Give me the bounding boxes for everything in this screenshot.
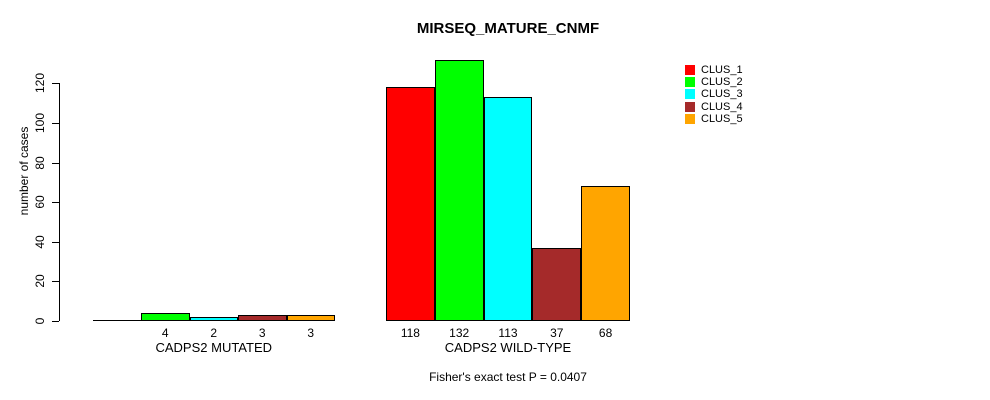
y-tick-label: 40 bbox=[33, 235, 47, 249]
bar-clus_4-mutated bbox=[238, 315, 287, 321]
y-axis-line bbox=[59, 83, 60, 321]
bar-clus_1-wild-type bbox=[386, 87, 435, 321]
bar-value-label: 118 bbox=[400, 326, 420, 340]
legend-swatch-icon bbox=[685, 77, 695, 88]
bar-value-label: 3 bbox=[307, 326, 315, 340]
group-label-mutated: CADPS2 MUTATED bbox=[155, 340, 273, 355]
bar-value-label: 113 bbox=[498, 326, 518, 340]
fisher-test-note: Fisher's exact test P = 0.0407 bbox=[429, 370, 587, 384]
legend-label: CLUS_3 bbox=[701, 88, 743, 101]
y-tick-label: 100 bbox=[33, 112, 47, 134]
bar-value-label: 68 bbox=[598, 326, 613, 340]
bar-clus_3-wild-type bbox=[483, 97, 533, 321]
y-tick-label: 0 bbox=[33, 317, 47, 325]
y-tick bbox=[52, 202, 59, 204]
y-tick bbox=[52, 162, 59, 164]
legend-swatch-icon bbox=[685, 113, 695, 124]
bar-value-label: 132 bbox=[449, 326, 470, 340]
legend-swatch-icon bbox=[685, 65, 695, 75]
bar-value-label: 4 bbox=[161, 326, 169, 340]
bar-clus_2-mutated bbox=[141, 313, 190, 321]
y-tick-label: 120 bbox=[33, 73, 47, 94]
y-tick bbox=[52, 83, 59, 85]
group-label-wild-type: CADPS2 WILD-TYPE bbox=[444, 340, 572, 355]
bar-clus_1-mutated bbox=[92, 320, 141, 321]
y-tick-label: 60 bbox=[33, 195, 47, 209]
bar-clus_3-mutated bbox=[189, 317, 238, 321]
chart-title: MIRSEQ_MATURE_CNMF bbox=[416, 20, 600, 37]
legend-item-clus_3: CLUS_3 bbox=[685, 88, 743, 100]
legend-item-clus_1: CLUS_1 bbox=[685, 64, 743, 76]
legend-label: CLUS_4 bbox=[701, 100, 743, 113]
y-tick bbox=[52, 321, 59, 322]
legend-swatch-icon bbox=[685, 89, 695, 100]
legend-item-clus_2: CLUS_2 bbox=[685, 76, 743, 88]
legend-label: CLUS_1 bbox=[701, 64, 743, 76]
y-tick bbox=[52, 281, 59, 283]
legend-item-clus_5: CLUS_5 bbox=[685, 113, 743, 125]
bar-clus_5-wild-type bbox=[581, 186, 630, 321]
y-tick bbox=[52, 123, 59, 124]
bar-clus_2-wild-type bbox=[434, 59, 484, 321]
y-tick-label: 80 bbox=[33, 155, 47, 170]
legend-swatch-icon bbox=[685, 101, 695, 112]
y-axis-label: number of cases bbox=[17, 126, 31, 216]
bar-clus_5-mutated bbox=[286, 315, 335, 321]
legend-item-clus_4: CLUS_4 bbox=[685, 101, 743, 113]
y-tick-label: 20 bbox=[33, 274, 47, 289]
legend-label: CLUS_2 bbox=[701, 76, 743, 89]
bar-value-label: 37 bbox=[550, 326, 564, 340]
bar-clus_4-wild-type bbox=[532, 247, 582, 321]
bar-value-label: 2 bbox=[210, 326, 218, 340]
bar-value-label: 3 bbox=[258, 326, 266, 340]
legend-label: CLUS_5 bbox=[701, 112, 743, 125]
y-tick bbox=[52, 241, 59, 243]
